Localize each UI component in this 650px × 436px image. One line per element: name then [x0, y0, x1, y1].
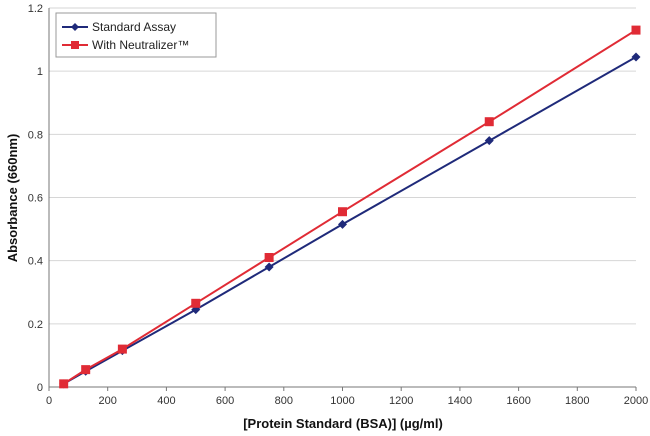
- data-point-diamond: [264, 262, 274, 272]
- y-tick-label: 0.4: [28, 256, 43, 268]
- y-axis-title: Absorbance (660nm): [5, 134, 20, 263]
- legend-label-standard: Standard Assay: [92, 20, 176, 34]
- y-tick-label: 0.6: [28, 193, 43, 205]
- axes: [48, 8, 637, 391]
- legend: Standard Assay With Neutralizer™: [55, 12, 217, 58]
- series-standard-assay: [59, 52, 641, 389]
- series-line: [63, 56, 637, 385]
- legend-box: [55, 12, 217, 58]
- x-tick-label: 600: [216, 395, 234, 407]
- tick-labels: 0 0.2 0.4 0.6 0.8 1 1.2 0 200 400 600 800 1000 1200 14…: [28, 3, 649, 407]
- legend-label-neutralizer: With Neutralizer™: [92, 38, 189, 52]
- x-tick-label: 2000: [624, 395, 648, 407]
- legend-marker-square: [71, 41, 79, 49]
- x-tick-label: 0: [46, 395, 52, 407]
- x-tick-label: 200: [99, 395, 117, 407]
- y-tick-label: 1.2: [28, 3, 43, 15]
- grid-lines: [49, 7, 636, 325]
- y-tick-label: 0: [37, 382, 43, 394]
- series-group: [59, 25, 641, 389]
- x-tick-label: 1600: [506, 395, 530, 407]
- x-tick-label: 800: [275, 395, 293, 407]
- series-line: [63, 29, 637, 385]
- x-tick-label: 1200: [389, 395, 413, 407]
- legend-marker-diamond: [71, 23, 79, 31]
- data-point-square: [484, 117, 494, 127]
- data-point-square: [81, 365, 91, 375]
- x-tick-label: 1000: [330, 395, 354, 407]
- x-tick-label: 1800: [565, 395, 589, 407]
- data-point-square: [338, 207, 347, 217]
- y-tick-label: 0.2: [28, 319, 43, 331]
- data-point-square: [631, 25, 641, 35]
- data-point-square: [59, 379, 69, 389]
- data-point-diamond: [338, 219, 347, 229]
- data-point-square: [264, 253, 274, 263]
- data-point-square: [191, 298, 201, 308]
- x-tick-label: 400: [157, 395, 175, 407]
- data-point-square: [117, 344, 127, 354]
- x-tick-label: 1400: [448, 395, 472, 407]
- data-point-diamond: [484, 136, 494, 146]
- data-point-diamond: [631, 52, 641, 62]
- x-axis-title: [Protein Standard (BSA)] (µg/ml): [243, 416, 443, 431]
- y-tick-label: 1: [37, 66, 43, 78]
- y-tick-label: 0.8: [28, 129, 43, 141]
- series-with-neutralizer: [59, 25, 641, 389]
